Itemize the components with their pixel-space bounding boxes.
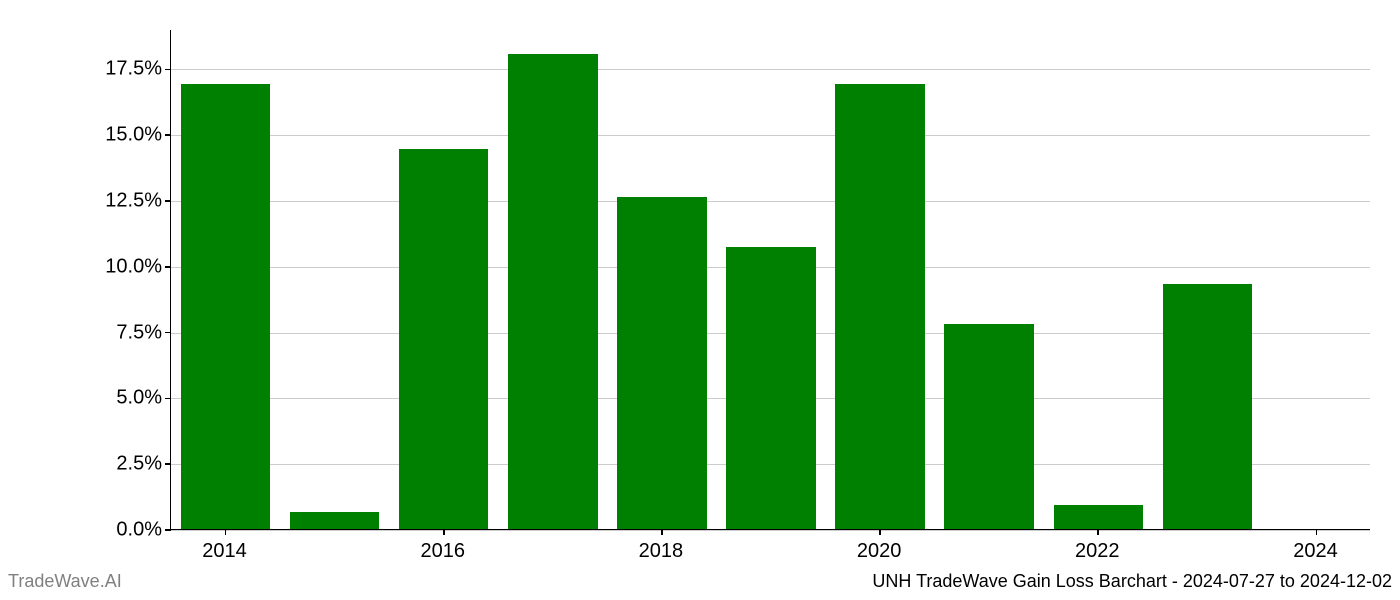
bar-2022: [1054, 505, 1143, 529]
x-tick-label: 2022: [1075, 540, 1120, 563]
gridline: [171, 135, 1370, 136]
y-tick-label: 0.0%: [116, 519, 162, 542]
y-tick-mark: [165, 332, 171, 334]
x-tick-label: 2014: [202, 540, 247, 563]
bar-2014: [181, 84, 270, 529]
y-tick-mark: [165, 529, 171, 531]
bar-2015: [290, 512, 379, 529]
x-tick-label: 2016: [420, 540, 465, 563]
bar-2016: [399, 149, 488, 529]
y-tick-label: 10.0%: [105, 255, 162, 278]
bar-2021: [944, 324, 1033, 529]
x-tick-mark: [225, 529, 227, 535]
bar-2019: [726, 247, 815, 529]
plot-area: [170, 30, 1370, 530]
bar-2020: [835, 84, 924, 529]
y-tick-mark: [165, 463, 171, 465]
x-tick-label: 2020: [857, 540, 902, 563]
y-tick-label: 7.5%: [116, 321, 162, 344]
y-tick-label: 12.5%: [105, 190, 162, 213]
x-tick-label: 2024: [1293, 540, 1338, 563]
x-tick-label: 2018: [639, 540, 684, 563]
y-tick-mark: [165, 200, 171, 202]
x-tick-mark: [661, 529, 663, 535]
bar-2023: [1163, 284, 1252, 529]
y-tick-mark: [165, 266, 171, 268]
footer-right-text: UNH TradeWave Gain Loss Barchart - 2024-…: [872, 571, 1392, 592]
x-tick-mark: [879, 529, 881, 535]
y-tick-mark: [165, 134, 171, 136]
y-tick-mark: [165, 398, 171, 400]
y-tick-label: 5.0%: [116, 387, 162, 410]
footer-left-text: TradeWave.AI: [8, 571, 122, 592]
bar-2018: [617, 197, 706, 529]
gridline: [171, 201, 1370, 202]
gridline: [171, 530, 1370, 531]
x-tick-mark: [443, 529, 445, 535]
y-tick-mark: [165, 69, 171, 71]
gridline: [171, 69, 1370, 70]
y-tick-label: 17.5%: [105, 58, 162, 81]
y-tick-label: 2.5%: [116, 453, 162, 476]
bar-2017: [508, 54, 597, 529]
y-tick-label: 15.0%: [105, 124, 162, 147]
x-tick-mark: [1316, 529, 1318, 535]
x-tick-mark: [1097, 529, 1099, 535]
